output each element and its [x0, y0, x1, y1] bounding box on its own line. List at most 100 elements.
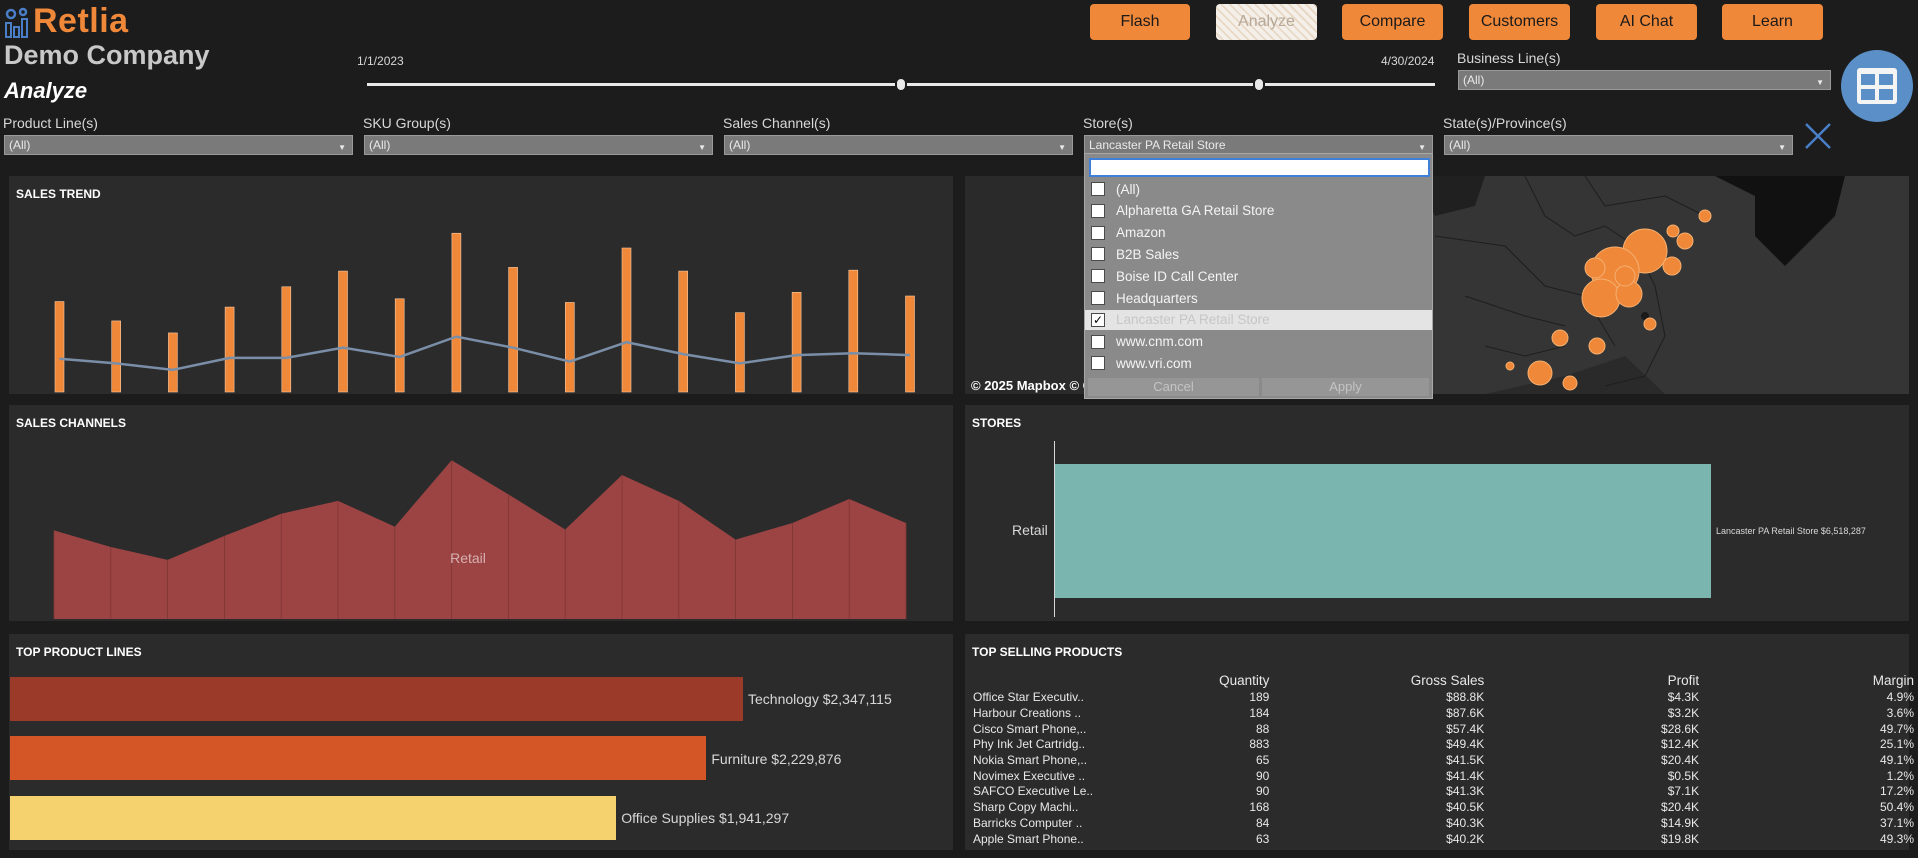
table-row[interactable]: Phy Ink Jet Cartridg.. 883 $49.4K $12.4K 25.… [973, 737, 1914, 753]
store-search-input[interactable] [1089, 158, 1430, 177]
nav-ai-chat-button[interactable]: AI Chat [1596, 4, 1697, 40]
product-line-bar-label: Furniture $2,229,876 [711, 751, 842, 767]
product-name-cell: Apple Smart Phone.. [973, 831, 1084, 846]
store-option-label: www.vri.com [1116, 355, 1192, 371]
nav-customers-button[interactable]: Customers [1469, 4, 1570, 40]
store-option[interactable]: ✓ Lancaster PA Retail Store [1085, 309, 1432, 330]
apply-button[interactable]: Apply [1262, 378, 1429, 396]
channel-area[interactable] [54, 460, 906, 619]
store-option[interactable]: Boise ID Call Center [1085, 266, 1432, 286]
store-bubble [1584, 257, 1606, 279]
date-end-label: 4/30/2024 [1381, 54, 1435, 68]
table-row[interactable]: Harbour Creations .. 184 $87.6K $3.2K 3.6% [973, 706, 1914, 722]
trend-bar[interactable] [54, 301, 65, 393]
table-row[interactable]: Nokia Smart Phone,.. 65 $41.5K $20.4K 49.1% [973, 753, 1914, 769]
trend-bar[interactable] [281, 286, 292, 393]
stores-axis-line [1054, 441, 1055, 617]
store-bubble [1562, 375, 1578, 391]
store-select[interactable]: Lancaster PA Retail Store ▼ [1084, 135, 1433, 155]
trend-bar[interactable] [111, 320, 121, 393]
table-row[interactable]: SAFCO Executive Le.. 90 $41.3K $7.1K 17.2% [973, 784, 1914, 800]
table-row[interactable]: Novimex Executive .. 90 $41.4K $0.5K 1.2% [973, 768, 1914, 784]
table-cell: $57.4K [1446, 721, 1485, 736]
state-label: State(s)/Province(s) [1443, 115, 1567, 131]
nav-compare-button[interactable]: Compare [1342, 4, 1443, 40]
table-cell: $20.4K [1661, 800, 1700, 815]
layout-toggle-button[interactable] [1841, 50, 1913, 122]
product-line-bar[interactable] [10, 677, 743, 721]
store-option-label: (All) [1116, 181, 1140, 197]
trend-bar[interactable] [621, 247, 632, 393]
table-row[interactable]: Office Star Executiv.. 189 $88.8K $4.3K 4.9% [973, 690, 1914, 706]
checkbox-icon[interactable] [1091, 225, 1105, 240]
sku-group-value: (All) [369, 138, 391, 152]
store-option[interactable]: Headquarters [1085, 288, 1432, 308]
product-line-bar[interactable] [10, 736, 707, 780]
product-name-cell: Barricks Computer .. [973, 815, 1083, 830]
trend-bar[interactable] [791, 292, 802, 393]
store-option[interactable]: B2B Sales [1085, 244, 1432, 264]
checkbox-icon[interactable] [1091, 291, 1105, 305]
trend-bar[interactable] [394, 298, 405, 393]
product-name-cell: Cisco Smart Phone,.. [973, 721, 1087, 736]
product-line-bar[interactable] [10, 796, 617, 840]
table-row[interactable]: Apple Smart Phone.. 63 $40.2K $19.8K 49.3% [973, 831, 1914, 847]
trend-bar[interactable] [905, 295, 915, 393]
table-row[interactable]: Barricks Computer .. 84 $40.3K $14.9K 37.1% [973, 816, 1914, 832]
table-row[interactable]: Cisco Smart Phone,.. 88 $57.4K $28.6K 49.7% [973, 721, 1914, 737]
store-option[interactable]: www.vri.com [1085, 353, 1432, 373]
trend-bar[interactable] [451, 232, 462, 393]
cancel-button[interactable]: Cancel [1088, 378, 1259, 396]
checkbox-checked-icon[interactable]: ✓ [1091, 312, 1105, 327]
store-option[interactable]: Amazon [1085, 223, 1432, 243]
trend-bar[interactable] [338, 270, 348, 393]
date-slider-start-handle[interactable] [895, 77, 907, 92]
trend-bar[interactable] [678, 270, 689, 393]
checkbox-icon[interactable] [1091, 334, 1105, 349]
product-line-select[interactable]: (All) ▼ [4, 135, 353, 155]
trend-bar[interactable] [224, 306, 235, 393]
store-option[interactable]: (All) [1085, 179, 1432, 199]
sales-channel-select[interactable]: (All) ▼ [724, 135, 1073, 155]
grid-layout-icon [1857, 68, 1897, 104]
checkbox-icon[interactable] [1091, 269, 1105, 284]
checkbox-icon[interactable] [1091, 356, 1105, 371]
chevron-down-icon: ▼ [1418, 143, 1426, 152]
store-bubble [1551, 329, 1569, 347]
checkbox-icon[interactable] [1091, 182, 1105, 196]
business-line-select[interactable]: (All) ▼ [1458, 70, 1831, 90]
sales-channels-panel: SALES CHANNELS Retail [9, 405, 953, 621]
stores-category-label: Retail [1012, 522, 1048, 538]
checkbox-icon[interactable] [1091, 247, 1105, 262]
table-cell: 184 [1249, 706, 1270, 721]
trend-bar[interactable] [848, 269, 859, 393]
trend-bar[interactable] [735, 312, 745, 393]
table-cell: $40.2K [1446, 831, 1485, 846]
table-cell: $41.3K [1446, 784, 1485, 799]
trend-bar[interactable] [508, 267, 518, 393]
trend-bar[interactable] [564, 302, 575, 393]
product-name-cell: Nokia Smart Phone,.. [973, 753, 1088, 768]
sku-group-label: SKU Group(s) [363, 115, 451, 131]
sku-group-select[interactable]: (All) ▼ [364, 135, 713, 155]
checkbox-icon[interactable] [1091, 203, 1105, 218]
trend-bar[interactable] [168, 332, 178, 393]
table-cell: $19.8K [1661, 831, 1700, 846]
table-row[interactable]: Sharp Copy Machi.. 168 $40.5K $20.4K 50.4% [973, 800, 1914, 816]
state-select[interactable]: (All) ▼ [1444, 135, 1793, 155]
nav-learn-button[interactable]: Learn [1722, 4, 1823, 40]
sales-trend-chart [54, 232, 915, 393]
nav-analyze-button[interactable]: Analyze [1216, 4, 1317, 40]
product-line-value: (All) [9, 138, 31, 152]
store-bubble [1676, 232, 1694, 250]
table-cell: $14.9K [1661, 815, 1700, 830]
product-name-cell: Harbour Creations .. [973, 706, 1082, 721]
store-option[interactable]: Alpharetta GA Retail Store [1085, 201, 1432, 221]
store-bar[interactable] [1055, 464, 1711, 598]
date-slider-end-handle[interactable] [1252, 77, 1265, 92]
column-header: Quantity [1219, 672, 1270, 688]
trend-line[interactable] [59, 335, 911, 372]
nav-flash-button[interactable]: Flash [1090, 4, 1190, 40]
store-option[interactable]: www.cnm.com [1085, 332, 1432, 352]
close-icon[interactable] [1802, 120, 1834, 152]
